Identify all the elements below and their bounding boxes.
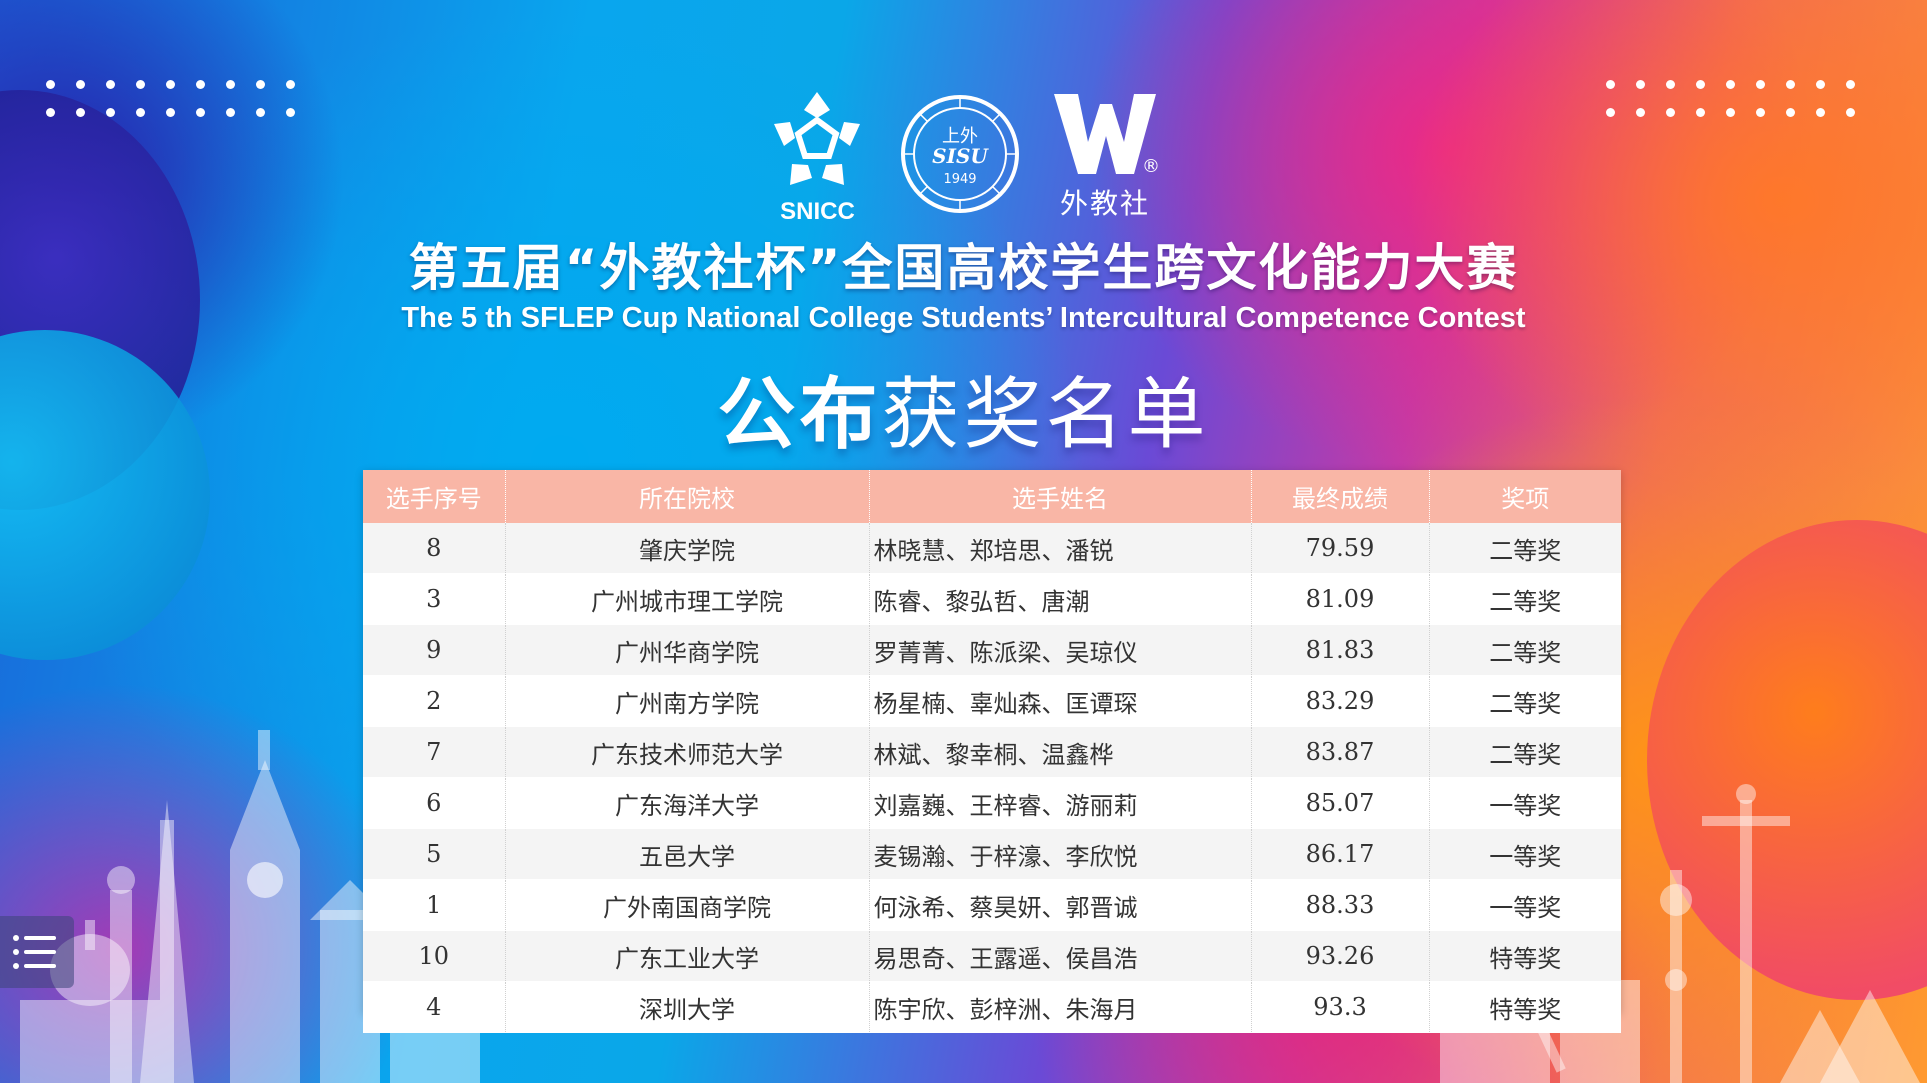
announce-heading-bold: 公布 <box>717 370 882 460</box>
cell-award: 特等奖 <box>1429 981 1621 1033</box>
cell-score: 85.07 <box>1251 777 1430 829</box>
announce-heading: 公布获奖名单 <box>0 352 1927 464</box>
cell-award: 二等奖 <box>1429 573 1621 625</box>
sisu-seal-text-top: 上外 <box>942 126 978 147</box>
cell-names: 林斌、黎幸桐、温鑫桦 <box>869 726 1252 778</box>
snicc-logo: SNICC <box>770 90 865 225</box>
playlist-menu-button[interactable] <box>0 916 74 988</box>
cell-award: 二等奖 <box>1429 624 1621 676</box>
cell-school: 广东工业大学 <box>505 930 870 982</box>
table-row: 9 广州华商学院 罗菁菁、陈派梁、吴琼仪 81.83 二等奖 <box>363 624 1621 676</box>
decorative-dots-left <box>46 80 296 117</box>
cell-names: 刘嘉巍、王梓睿、游丽莉 <box>869 777 1252 829</box>
cell-school: 广州南方学院 <box>505 675 870 727</box>
cell-names: 麦锡瀚、于梓濠、李欣悦 <box>869 828 1252 880</box>
cell-names: 何泳希、蔡昊妍、郭晋诚 <box>869 879 1252 931</box>
cell-school: 广州城市理工学院 <box>505 573 870 625</box>
cell-award: 一等奖 <box>1429 777 1621 829</box>
column-header-score: 最终成绩 <box>1251 470 1430 523</box>
cell-score: 83.29 <box>1251 675 1430 727</box>
snicc-logo-text: SNICC <box>780 198 855 225</box>
cell-award: 二等奖 <box>1429 523 1621 574</box>
cell-names: 易思奇、王露遥、侯昌浩 <box>869 930 1252 982</box>
table-row: 5 五邑大学 麦锡瀚、于梓濠、李欣悦 86.17 一等奖 <box>363 828 1621 880</box>
contest-title-chinese: 第五届“外教社杯”全国高校学生跨文化能力大赛 <box>408 239 1519 297</box>
cell-school: 肇庆学院 <box>505 523 870 574</box>
cell-school: 广州华商学院 <box>505 624 870 676</box>
sisu-seal-text-mid: SISU <box>932 144 988 168</box>
cell-id: 3 <box>363 573 506 625</box>
table-row: 7 广东技术师范大学 林斌、黎幸桐、温鑫桦 83.87 二等奖 <box>363 726 1621 778</box>
cell-award: 特等奖 <box>1429 930 1621 982</box>
cell-school: 广东技术师范大学 <box>505 726 870 778</box>
sisu-seal-year: 1949 <box>943 172 977 187</box>
cell-award: 一等奖 <box>1429 828 1621 880</box>
table-header-row: 选手序号 所在院校 选手姓名 最终成绩 奖项 <box>363 470 1621 523</box>
sflep-logo-text: 外教社 <box>1059 187 1150 220</box>
results-table: 选手序号 所在院校 选手姓名 最终成绩 奖项 8 肇庆学院 林晓慧、郑培思、潘锐… <box>363 470 1621 1033</box>
sflep-registered-mark: ® <box>1142 156 1160 177</box>
cell-id: 6 <box>363 777 506 829</box>
cell-id: 8 <box>363 523 506 574</box>
cell-id: 10 <box>363 930 506 982</box>
table-row: 8 肇庆学院 林晓慧、郑培思、潘锐 79.59 二等奖 <box>363 523 1621 574</box>
cell-names: 罗菁菁、陈派梁、吴琼仪 <box>869 624 1252 676</box>
cell-score: 81.09 <box>1251 573 1430 625</box>
snicc-star-icon <box>774 92 860 185</box>
table-row: 10 广东工业大学 易思奇、王露遥、侯昌浩 93.26 特等奖 <box>363 930 1621 982</box>
cell-id: 4 <box>363 981 506 1033</box>
cell-names: 林晓慧、郑培思、潘锐 <box>869 523 1252 574</box>
cell-award: 二等奖 <box>1429 726 1621 778</box>
sisu-seal-logo: 上外 SISU 1949 <box>900 92 1020 217</box>
cell-id: 9 <box>363 624 506 676</box>
cell-id: 2 <box>363 675 506 727</box>
cell-score: 93.3 <box>1251 981 1430 1033</box>
column-header-award: 奖项 <box>1429 470 1621 523</box>
cell-school: 广东海洋大学 <box>505 777 870 829</box>
table-row: 3 广州城市理工学院 陈睿、黎弘哲、唐潮 81.09 二等奖 <box>363 573 1621 625</box>
table-row: 6 广东海洋大学 刘嘉巍、王梓睿、游丽莉 85.07 一等奖 <box>363 777 1621 829</box>
decorative-dots-right <box>1606 80 1856 117</box>
cell-award: 一等奖 <box>1429 879 1621 931</box>
cell-score: 83.87 <box>1251 726 1430 778</box>
cell-school: 五邑大学 <box>505 828 870 880</box>
cell-score: 86.17 <box>1251 828 1430 880</box>
cell-school: 深圳大学 <box>505 981 870 1033</box>
table-row: 2 广州南方学院 杨星楠、辜灿森、匡谭琛 83.29 二等奖 <box>363 675 1621 727</box>
column-header-id: 选手序号 <box>363 470 506 523</box>
cell-score: 79.59 <box>1251 523 1430 574</box>
list-menu-icon <box>13 935 56 969</box>
sflep-logo: ® 外教社 <box>1050 90 1160 220</box>
cell-id: 7 <box>363 726 506 778</box>
announce-heading-thin: 获奖名单 <box>881 370 1210 460</box>
cell-score: 88.33 <box>1251 879 1430 931</box>
sflep-w-icon <box>1054 94 1156 174</box>
table-row: 4 深圳大学 陈宇欣、彭梓洲、朱海月 93.3 特等奖 <box>363 981 1621 1033</box>
award-results-table: 选手序号 所在院校 选手姓名 最终成绩 奖项 8 肇庆学院 林晓慧、郑培思、潘锐… <box>363 470 1621 1033</box>
cell-names: 陈宇欣、彭梓洲、朱海月 <box>869 981 1252 1033</box>
cell-school: 广外南国商学院 <box>505 879 870 931</box>
cell-id: 5 <box>363 828 506 880</box>
table-row: 1 广外南国商学院 何泳希、蔡昊妍、郭晋诚 88.33 一等奖 <box>363 879 1621 931</box>
cell-award: 二等奖 <box>1429 675 1621 727</box>
contest-title-english: The 5 th SFLEP Cup National College Stud… <box>401 302 1526 334</box>
column-header-school: 所在院校 <box>505 470 870 523</box>
cell-id: 1 <box>363 879 506 931</box>
cell-names: 陈睿、黎弘哲、唐潮 <box>869 573 1252 625</box>
cell-score: 93.26 <box>1251 930 1430 982</box>
cell-score: 81.83 <box>1251 624 1430 676</box>
cell-names: 杨星楠、辜灿森、匡谭琛 <box>869 675 1252 727</box>
column-header-names: 选手姓名 <box>869 470 1252 523</box>
